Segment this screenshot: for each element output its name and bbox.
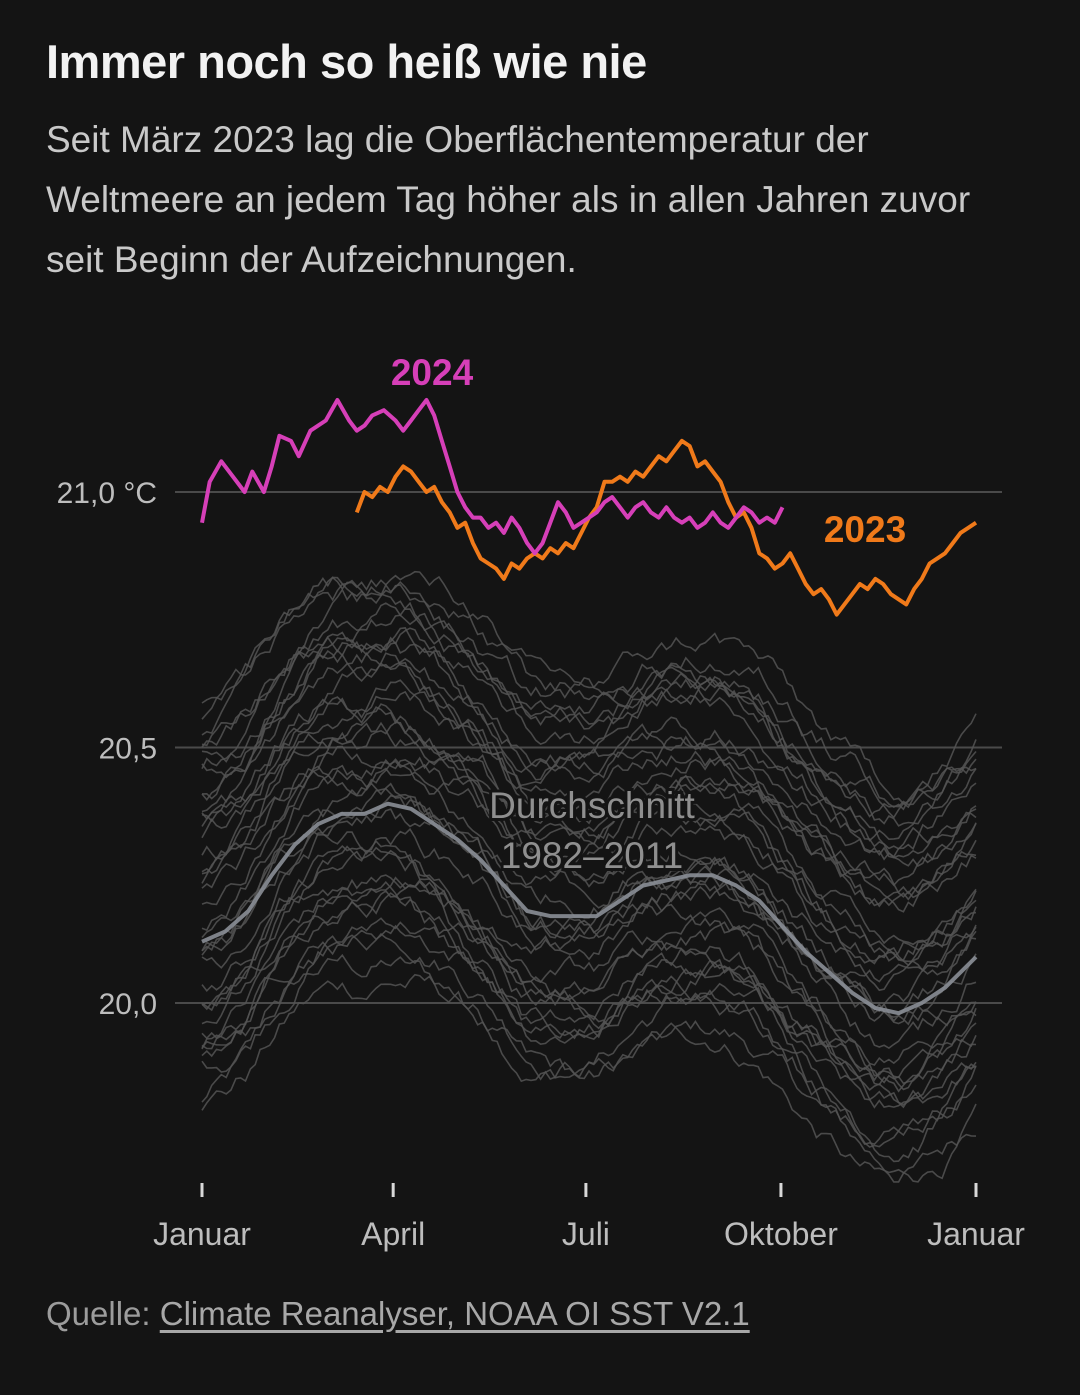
history-year-line bbox=[201, 679, 977, 908]
source-link[interactable]: Climate Reanalyser, NOAA OI SST V2.1 bbox=[159, 1295, 750, 1332]
x-tick-label: April bbox=[361, 1216, 425, 1252]
y-axis: 21,0 °C 20,5 20,0 bbox=[57, 477, 157, 1021]
x-tick-label: Januar bbox=[927, 1216, 1025, 1252]
highlighted-series bbox=[200, 398, 978, 1016]
history-year-line bbox=[201, 953, 977, 1183]
historical-years-lines bbox=[201, 570, 977, 1183]
history-year-line bbox=[201, 697, 977, 907]
series-line-y2024 bbox=[200, 398, 785, 556]
chart-subtitle: Seit März 2023 lag die Oberflächentemper… bbox=[46, 119, 971, 280]
series-label-average-line2: 1982–2011 bbox=[501, 835, 683, 876]
y-tick-label: 20,0 bbox=[99, 988, 157, 1021]
history-year-line bbox=[201, 787, 977, 1025]
chart-title: Immer noch so heiß wie nie bbox=[46, 35, 647, 88]
x-tick-label: Juli bbox=[562, 1216, 610, 1252]
history-year-line bbox=[201, 612, 977, 861]
series-line-average bbox=[201, 801, 978, 1016]
history-year-line bbox=[201, 874, 977, 1082]
history-year-line bbox=[201, 579, 977, 827]
history-year-line bbox=[201, 924, 977, 1163]
y-tick-label: 20,5 bbox=[99, 733, 157, 766]
history-year-line bbox=[201, 745, 977, 967]
history-year-line bbox=[201, 839, 977, 1085]
series-label-average-line1: Durchschnitt bbox=[489, 785, 695, 826]
history-year-line bbox=[201, 652, 977, 887]
series-label-2023: 2023 bbox=[824, 509, 906, 550]
history-year-line bbox=[201, 627, 977, 850]
history-year-line bbox=[201, 758, 977, 992]
x-tick-label: Oktober bbox=[724, 1216, 838, 1252]
source-prefix: Quelle: bbox=[46, 1295, 160, 1332]
history-year-line bbox=[201, 845, 977, 1066]
history-year-line bbox=[201, 846, 977, 1091]
history-year-line bbox=[201, 601, 977, 818]
x-axis: Januar April Juli Oktober Januar bbox=[153, 1183, 1025, 1252]
series-line-y2023 bbox=[354, 438, 978, 617]
history-year-line bbox=[201, 884, 977, 1146]
series-labels: 2024 2023 Durchschnitt 1982–2011 bbox=[391, 352, 906, 879]
line-chart: 21,0 °C20,520,0 Januar April Juli Oktober Ja… bbox=[57, 352, 1026, 1252]
source-note: Quelle: Climate Reanalyser, NOAA OI SST … bbox=[46, 1295, 750, 1333]
history-year-line bbox=[201, 721, 977, 962]
history-year-line bbox=[201, 881, 977, 1109]
history-year-line bbox=[201, 585, 977, 811]
history-year-line bbox=[201, 652, 977, 913]
series-label-2024: 2024 bbox=[391, 352, 474, 393]
history-year-line bbox=[201, 636, 977, 859]
history-year-line bbox=[201, 932, 977, 1148]
history-year-line bbox=[201, 917, 977, 1106]
y-tick-label: 21,0 °C bbox=[57, 477, 157, 510]
history-year-line bbox=[201, 570, 977, 805]
history-year-line bbox=[201, 808, 977, 1026]
history-year-line bbox=[201, 627, 977, 842]
x-tick-label: Januar bbox=[153, 1216, 251, 1252]
history-year-line bbox=[201, 706, 977, 946]
history-year-line bbox=[201, 889, 977, 1109]
